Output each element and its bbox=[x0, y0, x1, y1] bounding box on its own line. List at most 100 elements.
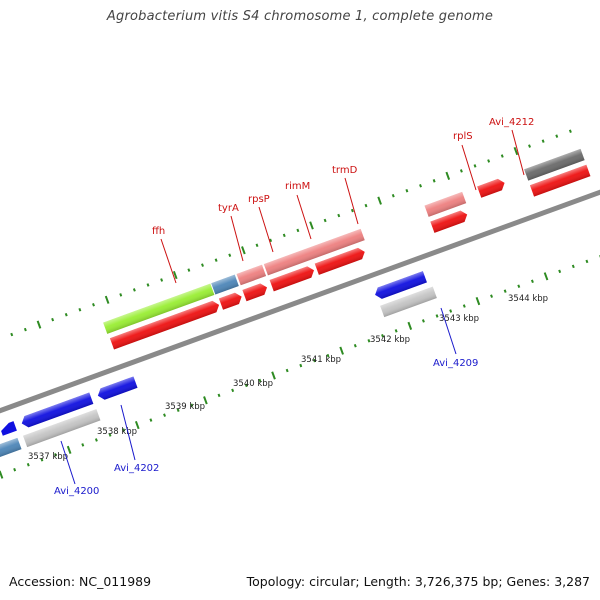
accession-text: Accession: NC_011989 bbox=[9, 574, 152, 589]
label-tyrA[interactable]: tyrA bbox=[218, 203, 239, 214]
gene-avi-4209[interactable] bbox=[380, 286, 437, 318]
genome-frame bbox=[0, 129, 600, 479]
label-rimM[interactable]: rimM bbox=[285, 181, 310, 192]
cds-rpsP[interactable] bbox=[242, 282, 269, 302]
tick-top-minor bbox=[459, 169, 463, 173]
tick-top-minor bbox=[500, 154, 504, 158]
tick-bottom-major bbox=[339, 346, 344, 355]
cds-tyrA[interactable] bbox=[218, 291, 244, 310]
tick-top-major bbox=[377, 196, 382, 205]
tick-label-3542: 3542 kbp bbox=[370, 335, 410, 345]
tick-top-minor bbox=[214, 258, 218, 262]
cds-right-edge[interactable] bbox=[529, 164, 591, 197]
tick-bottom-minor bbox=[40, 458, 44, 462]
cds-avi-4209[interactable] bbox=[373, 271, 427, 300]
tick-label-3539: 3539 kbp bbox=[165, 402, 205, 412]
tick-top-major bbox=[36, 320, 42, 329]
tick-bottom-minor bbox=[190, 403, 194, 407]
bottom-feature-labels: Avi_4200 Avi_4202 Avi_4209 bbox=[54, 358, 478, 497]
tick-bottom-minor bbox=[13, 467, 17, 472]
tick-top-minor bbox=[568, 129, 572, 133]
tick-top-minor bbox=[528, 144, 531, 148]
cds-avi-4202[interactable] bbox=[96, 376, 138, 401]
tick-bottom-minor bbox=[94, 438, 98, 442]
tick-bottom-minor bbox=[462, 304, 466, 308]
label-avi-4202[interactable]: Avi_4202 bbox=[114, 463, 159, 474]
top-feature-labels: ffh tyrA rpsP rimM trmD rplS Avi_4212 bbox=[152, 117, 534, 237]
bottom-leader-lines bbox=[60, 307, 457, 485]
tick-bottom-minor bbox=[571, 264, 575, 269]
tick-top-minor bbox=[364, 203, 368, 208]
tick-top-minor bbox=[228, 253, 232, 257]
tick-bottom-major bbox=[203, 396, 208, 405]
tick-top-minor bbox=[350, 208, 354, 213]
tick-top-minor bbox=[473, 164, 477, 168]
label-avi-4212[interactable]: Avi_4212 bbox=[489, 117, 534, 128]
tick-label-3543: 3543 kbp bbox=[439, 314, 479, 324]
tick-bottom-major bbox=[66, 445, 72, 454]
label-avi-4200[interactable]: Avi_4200 bbox=[54, 486, 99, 497]
tick-label-3540: 3540 kbp bbox=[233, 379, 273, 389]
tick-bottom-minor bbox=[558, 269, 562, 274]
tick-bottom-minor bbox=[231, 388, 235, 393]
label-avi-4209[interactable]: Avi_4209 bbox=[433, 358, 478, 369]
tick-bottom-minor bbox=[312, 358, 316, 363]
cds-ffh[interactable] bbox=[109, 299, 221, 350]
tick-bottom-minor bbox=[490, 294, 493, 298]
gene-bottom-far-left[interactable] bbox=[0, 437, 22, 459]
tick-bottom-minor bbox=[585, 259, 589, 264]
tick-bottom-minor bbox=[81, 443, 85, 447]
gene-rimM-trmD[interactable] bbox=[263, 228, 365, 276]
tick-top-minor bbox=[51, 317, 55, 322]
cds-avi-4200[interactable] bbox=[20, 392, 94, 430]
tick-top-major bbox=[172, 270, 178, 280]
tick-bottom-minor bbox=[449, 309, 453, 313]
tick-bottom-minor bbox=[217, 393, 221, 398]
cds-trmD[interactable] bbox=[314, 246, 367, 275]
tick-top-minor bbox=[92, 303, 95, 307]
tick-top-major bbox=[513, 146, 519, 156]
tick-top-minor bbox=[10, 332, 14, 337]
cds-rimM[interactable] bbox=[269, 265, 316, 292]
tick-top-major bbox=[309, 221, 314, 230]
label-rplS[interactable]: rplS bbox=[453, 131, 473, 142]
label-rpsP[interactable]: rpsP bbox=[248, 194, 270, 205]
cds-avi-4212[interactable] bbox=[477, 177, 506, 198]
gene-rplS[interactable] bbox=[424, 191, 467, 217]
cds-rplS[interactable] bbox=[430, 209, 469, 233]
tick-top-minor bbox=[187, 268, 191, 272]
genome-stats-text: Topology: circular; Length: 3,726,375 bp… bbox=[246, 574, 590, 589]
tick-top-minor bbox=[23, 327, 27, 332]
label-trmD[interactable]: trmD bbox=[332, 165, 358, 176]
tick-bottom-minor bbox=[435, 314, 439, 318]
tick-top-minor bbox=[119, 293, 123, 297]
tick-bottom-minor bbox=[530, 279, 534, 284]
tick-label-3538: 3538 kbp bbox=[97, 427, 137, 437]
tick-top-minor bbox=[132, 288, 136, 292]
tick-bottom-minor bbox=[421, 319, 425, 323]
gene-right-edge[interactable] bbox=[524, 148, 585, 181]
map-title: Agrobacterium vitis S4 chromosome 1, com… bbox=[106, 9, 494, 24]
gene-tyrA[interactable] bbox=[211, 274, 239, 295]
tick-bottom-minor bbox=[394, 329, 398, 333]
tick-top-minor bbox=[487, 159, 491, 163]
tick-top-minor bbox=[391, 193, 395, 198]
tick-bottom-minor bbox=[353, 343, 357, 348]
gene-ffh[interactable] bbox=[103, 283, 215, 334]
tick-bottom-minor bbox=[108, 433, 112, 437]
tick-top-minor bbox=[337, 213, 341, 218]
tick-top-minor bbox=[419, 184, 422, 188]
cds-bottom-far-left[interactable] bbox=[0, 421, 17, 436]
tick-label-3544: 3544 kbp bbox=[508, 294, 548, 304]
tick-bottom-minor bbox=[244, 383, 248, 388]
tick-bottom-minor bbox=[517, 284, 521, 288]
tick-bottom-minor bbox=[299, 363, 303, 368]
tick-top-major bbox=[445, 171, 451, 180]
gene-avi-4200[interactable] bbox=[23, 409, 101, 448]
tick-bottom-major bbox=[475, 296, 481, 306]
tick-top-minor bbox=[541, 139, 545, 143]
label-ffh[interactable]: ffh bbox=[152, 226, 165, 237]
tick-bottom-minor bbox=[285, 368, 289, 373]
gene-rpsP[interactable] bbox=[236, 264, 267, 286]
tick-top-minor bbox=[160, 278, 164, 282]
